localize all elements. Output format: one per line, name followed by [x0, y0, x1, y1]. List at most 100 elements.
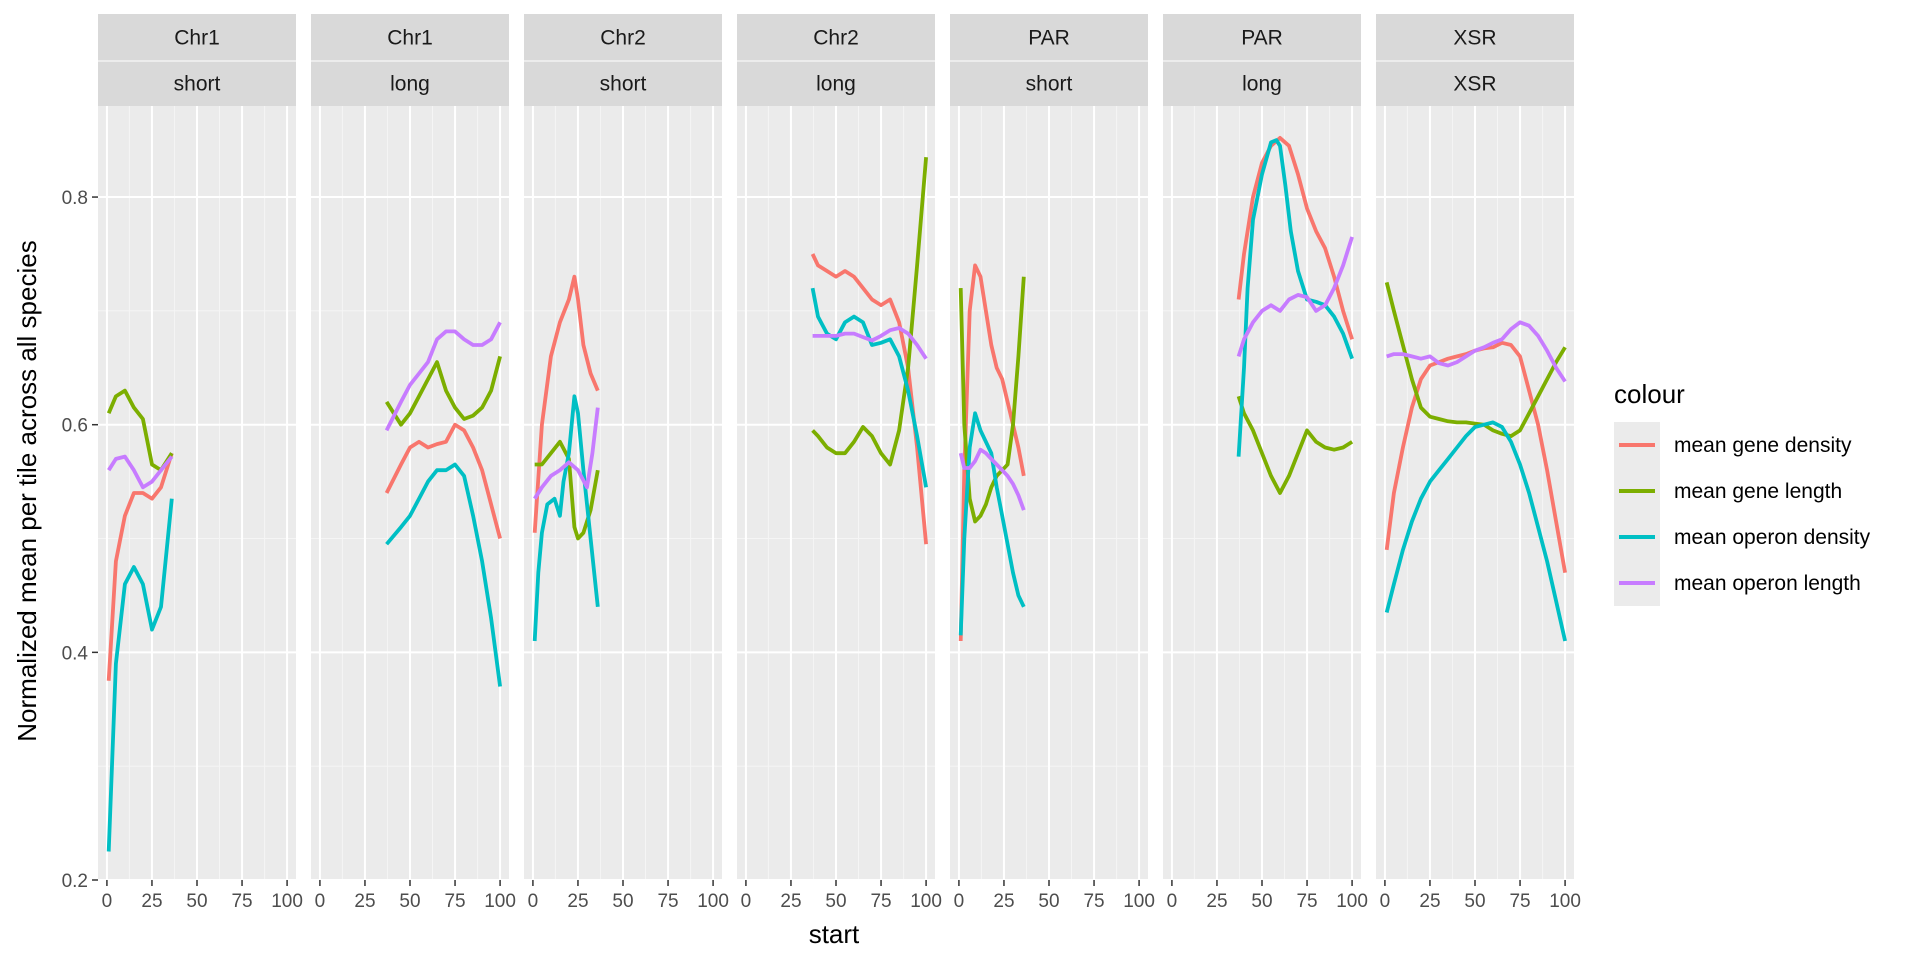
x-tick-label: 25: [1206, 891, 1227, 912]
series-line-mean-gene-density: [532, 274, 600, 533]
facet-panel: Chr2 short 0 25 50 75 100: [524, 14, 729, 912]
facet-label-top: Chr2: [600, 27, 646, 50]
x-tick-label: 25: [141, 891, 162, 912]
facet-label-top: XSR: [1453, 27, 1496, 50]
facet-label-bottom: short: [1026, 73, 1073, 96]
facet-strip-top: [737, 14, 935, 61]
y-tick-label: 0.4: [62, 643, 89, 664]
x-tick-label: 0: [1167, 891, 1178, 912]
facet-strip-bottom: [311, 61, 509, 106]
x-tick-label: 50: [1251, 891, 1272, 912]
facet-panel: Chr1 short 0 25 50 75 100: [98, 14, 303, 912]
x-tick-label: 75: [231, 891, 252, 912]
facet-strip-top: [98, 14, 296, 61]
series-line-mean-operon-density: [958, 411, 1026, 636]
x-tick-label: 75: [870, 891, 891, 912]
facet-strip-top: [524, 14, 722, 61]
facet-label-bottom: long: [390, 73, 430, 96]
series-line-mean-operon-density: [106, 498, 174, 852]
x-tick-label: 75: [1083, 891, 1104, 912]
x-tick-label: 25: [567, 891, 588, 912]
x-tick-label: 75: [1509, 891, 1530, 912]
series-line-mean-operon-length: [812, 326, 928, 360]
legend: colour mean gene density mean gene length…: [1614, 379, 1871, 606]
series-line-mean-operon-density: [1384, 420, 1567, 642]
legend-label: mean operon density: [1674, 526, 1871, 549]
x-tick-label: 50: [399, 891, 420, 912]
legend-item: mean gene length: [1614, 468, 1842, 514]
series-line-mean-gene-density: [1236, 135, 1354, 340]
x-tick-label: 50: [1464, 891, 1485, 912]
x-tick-label: 0: [954, 891, 965, 912]
x-tick-label: 25: [1419, 891, 1440, 912]
x-axis-title: start: [809, 919, 860, 949]
x-tick-label: 100: [1123, 891, 1155, 912]
x-tick-label: 0: [102, 891, 113, 912]
facet-label-bottom: long: [1242, 73, 1282, 96]
legend-label: mean gene density: [1674, 434, 1852, 457]
series-line-mean-operon-density: [385, 462, 502, 687]
facet-strip-top: [1376, 14, 1574, 61]
x-tick-label: 25: [354, 891, 375, 912]
series-line-mean-operon-length: [958, 447, 1026, 511]
y-tick-label: 0.2: [62, 871, 88, 892]
facet-label-bottom: short: [174, 73, 221, 96]
facet-strip-top: [950, 14, 1148, 61]
facet-label-top: Chr1: [387, 27, 433, 50]
facet-strip-bottom: [737, 61, 935, 106]
facet-strip-bottom: [1376, 61, 1574, 106]
x-tick-label: 100: [1336, 891, 1368, 912]
facet-label-bottom: short: [600, 73, 647, 96]
series-line-mean-operon-length: [1236, 236, 1354, 357]
x-tick-label: 50: [612, 891, 633, 912]
facet-strip-top: [1163, 14, 1361, 61]
x-tick-label: 50: [186, 891, 207, 912]
legend-title: colour: [1614, 379, 1685, 409]
x-tick-label: 75: [657, 891, 678, 912]
x-tick-label: 50: [825, 891, 846, 912]
x-tick-label: 25: [780, 891, 801, 912]
y-axis-title: Normalized mean per tile across all spec…: [12, 240, 42, 741]
series-line-mean-gene-length: [958, 276, 1026, 524]
x-tick-label: 100: [910, 891, 942, 912]
series-line-mean-gene-length: [1236, 395, 1354, 495]
series-line-mean-operon-length: [384, 321, 502, 432]
x-tick-label: 75: [1296, 891, 1317, 912]
legend-label: mean gene length: [1674, 480, 1842, 503]
facet-panel: PAR long 0 25 50 75 100: [1163, 14, 1368, 912]
x-tick-label: 100: [1549, 891, 1581, 912]
facet-label-bottom: long: [816, 73, 856, 96]
facet-strip-bottom: [524, 61, 722, 106]
x-tick-label: 0: [741, 891, 752, 912]
series-line-mean-operon-length: [1386, 320, 1567, 383]
x-tick-label: 75: [444, 891, 465, 912]
series-line-mean-gene-length: [1384, 281, 1567, 439]
series-line-mean-gene-length: [384, 355, 502, 427]
facet-panel: PAR short 0 25 50 75 100: [950, 14, 1155, 912]
x-tick-label: 0: [1380, 891, 1391, 912]
x-tick-label: 100: [271, 891, 303, 912]
facet-panel: XSR XSR 0 25 50 75 100: [1376, 14, 1581, 912]
x-tick-label: 0: [528, 891, 539, 912]
series-line-mean-operon-length: [533, 407, 600, 500]
facet-label-bottom: XSR: [1453, 73, 1496, 96]
x-tick-label: 0: [315, 891, 326, 912]
x-tick-label: 50: [1038, 891, 1059, 912]
facet-label-top: Chr2: [813, 27, 859, 50]
legend-items: mean gene density mean gene length mean op…: [1614, 422, 1871, 606]
facet-strip-bottom: [98, 61, 296, 106]
facet-strip-bottom: [950, 61, 1148, 106]
x-tick-label: 100: [484, 891, 516, 912]
facet-label-top: PAR: [1241, 27, 1283, 50]
facet-label-top: Chr1: [174, 27, 220, 50]
y-tick-label: 0.8: [62, 188, 88, 209]
legend-item: mean operon density: [1614, 514, 1871, 560]
series-line-mean-gene-density: [106, 452, 174, 681]
series-line-mean-gene-density: [810, 253, 928, 545]
series-line-mean-operon-length: [107, 454, 174, 490]
facet-panel: Chr2 long 0 25 50 75 100: [737, 14, 942, 912]
facet-strip-top: [311, 14, 509, 61]
facet-panel: Chr1 long 0 25 50 75 100: [311, 14, 516, 912]
